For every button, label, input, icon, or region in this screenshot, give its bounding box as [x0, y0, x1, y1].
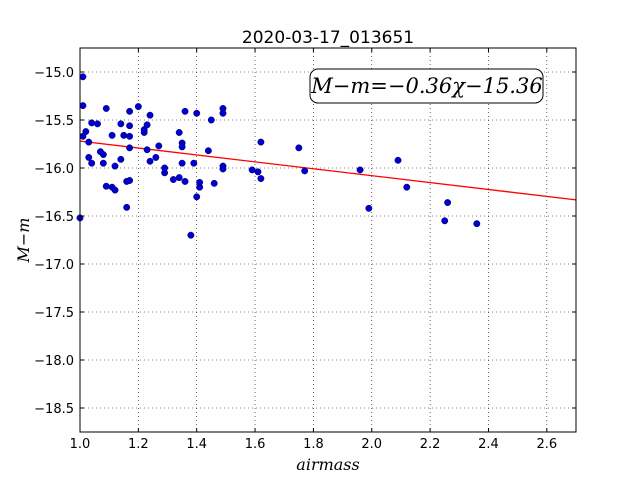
y-tick-label: −16.5	[34, 210, 74, 225]
data-point	[88, 119, 96, 127]
data-point	[108, 131, 116, 139]
data-point	[126, 122, 134, 130]
x-tick-label: 1.2	[128, 437, 149, 452]
data-point	[146, 157, 154, 165]
data-point	[394, 156, 402, 164]
data-point	[181, 107, 189, 115]
data-point	[126, 132, 134, 140]
x-tick-label: 1.8	[303, 437, 324, 452]
fit-equation-text: M−m=−0.36χ−15.36	[310, 74, 542, 98]
data-point	[123, 203, 131, 211]
data-point	[102, 105, 110, 112]
data-point	[248, 166, 256, 174]
x-tick-label: 1.6	[245, 437, 266, 452]
axis-ticks	[79, 48, 576, 432]
data-point	[175, 129, 183, 136]
x-tick-label: 2.0	[361, 437, 382, 452]
data-point	[126, 177, 134, 184]
data-point	[155, 142, 163, 150]
data-point	[111, 186, 119, 194]
data-point	[85, 138, 93, 146]
x-tick-label: 1.4	[186, 437, 207, 452]
data-point	[301, 167, 309, 175]
data-point	[204, 147, 212, 155]
x-tick-label: 2.2	[420, 437, 441, 452]
y-tick-label: −18.0	[34, 354, 74, 369]
data-point	[196, 183, 204, 191]
fit-equation-box: M−m=−0.36χ−15.36	[309, 68, 544, 104]
data-point	[178, 143, 186, 151]
data-point	[99, 159, 107, 167]
y-tick-label: −15.0	[34, 66, 74, 81]
data-point	[117, 120, 125, 128]
data-point	[403, 183, 411, 191]
data-point	[219, 165, 227, 173]
data-point	[365, 204, 373, 212]
data-point	[169, 176, 177, 183]
x-tick-label: 1.0	[70, 437, 91, 452]
data-point	[181, 177, 189, 185]
data-point	[143, 146, 151, 154]
y-tick-labels: −15.0 −15.5 −16.0 −16.5 −17.0 −17.5 −18.0 −18.5	[34, 66, 74, 417]
data-point	[254, 168, 262, 176]
data-point	[85, 153, 93, 161]
data-point	[193, 109, 201, 117]
data-point	[257, 138, 265, 146]
data-point	[117, 155, 125, 163]
data-point	[356, 166, 364, 174]
data-point	[178, 159, 186, 167]
data-point	[82, 128, 90, 135]
y-tick-label: −17.0	[34, 258, 74, 273]
chart-title: 2020-03-17_013651	[242, 28, 414, 48]
plot-frame	[79, 47, 577, 433]
data-point	[111, 162, 119, 170]
data-point	[120, 131, 128, 139]
data-point	[175, 174, 183, 182]
x-tick-label: 2.4	[478, 437, 499, 452]
grid-lines	[79, 48, 576, 432]
x-tick-label: 2.6	[536, 437, 557, 452]
data-point	[99, 151, 107, 159]
data-point	[152, 153, 160, 161]
x-tick-labels: 1.0 1.2 1.4 1.6 1.8 2.0 2.2 2.4 2.6	[70, 437, 558, 452]
fit-equation-frame	[309, 68, 544, 104]
data-point	[207, 116, 215, 124]
y-tick-label: −17.5	[34, 306, 74, 321]
data-point	[79, 102, 87, 110]
data-point	[193, 193, 201, 201]
data-point	[134, 103, 142, 111]
data-point	[126, 144, 134, 152]
y-tick-label: −16.0	[34, 162, 74, 177]
data-point	[190, 159, 198, 167]
data-point	[79, 73, 87, 81]
y-axis-label: M−m	[14, 218, 33, 264]
data-point	[146, 111, 154, 119]
x-axis-label: airmass	[296, 455, 359, 474]
data-point	[257, 175, 265, 183]
data-point	[441, 217, 449, 225]
data-point	[295, 144, 303, 152]
fit-line-group	[79, 140, 577, 201]
data-point	[210, 179, 218, 187]
data-point	[444, 199, 452, 207]
data-point	[219, 109, 227, 117]
data-point	[88, 159, 96, 167]
data-point	[126, 107, 134, 115]
data-point	[473, 220, 481, 228]
y-tick-label: −18.5	[34, 402, 74, 417]
data-point	[143, 121, 151, 129]
data-point	[161, 164, 169, 172]
y-tick-label: −15.5	[34, 114, 74, 129]
data-point	[102, 182, 110, 190]
data-point	[94, 120, 101, 128]
data-point	[187, 231, 195, 239]
fit-line	[79, 140, 577, 201]
